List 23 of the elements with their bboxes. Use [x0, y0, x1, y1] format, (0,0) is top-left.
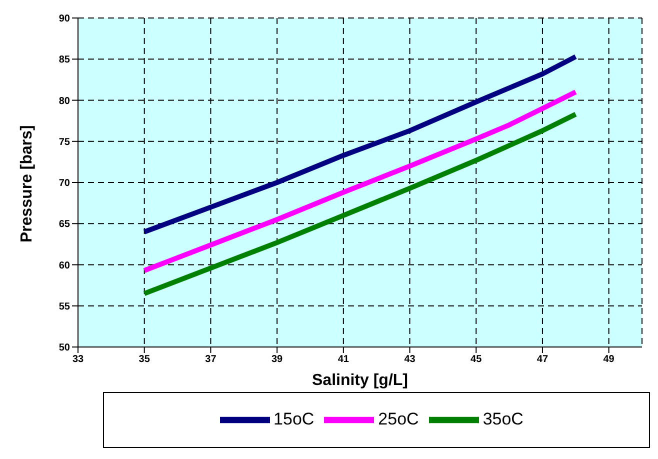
x-axis-title: Salinity [g/L]: [312, 372, 408, 389]
y-tick-label: 85: [58, 54, 70, 66]
x-tick-label: 45: [470, 354, 482, 366]
y-tick-label: 75: [58, 136, 70, 148]
y-tick-label: 80: [58, 96, 70, 107]
legend-label: 35oC: [482, 409, 524, 428]
x-tick-label: 35: [138, 354, 150, 366]
y-tick-label: 90: [58, 14, 70, 25]
legend-label: 25oC: [378, 409, 419, 428]
y-tick-label: 65: [58, 219, 70, 230]
x-tick-label: 41: [338, 354, 350, 366]
y-tick-label: 50: [58, 342, 70, 354]
legend-label: 15oC: [274, 409, 314, 428]
x-tick-label: 39: [271, 354, 284, 366]
y-tick-label: 55: [58, 301, 70, 312]
x-tick-label: 47: [536, 354, 548, 366]
y-tick-label: 70: [58, 178, 70, 190]
x-tick-label: 43: [404, 354, 416, 366]
x-tick-label: 33: [72, 354, 84, 366]
x-tick-label: 37: [205, 354, 217, 366]
x-tick-label: 49: [603, 354, 615, 366]
y-tick-label: 60: [58, 260, 70, 272]
y-axis-title: Pressure [bars]: [18, 125, 36, 242]
